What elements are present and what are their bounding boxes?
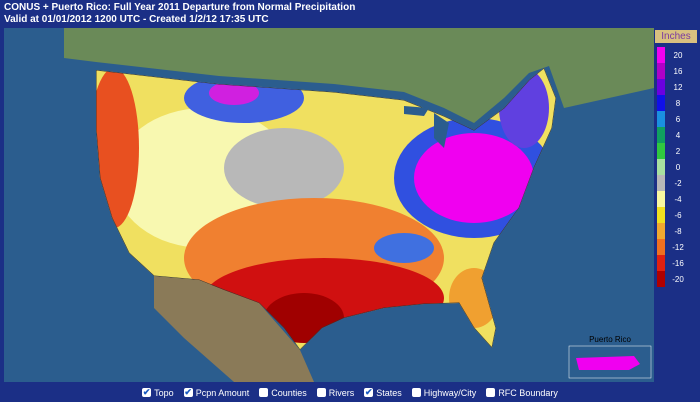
toolbar-option[interactable]: Rivers: [316, 387, 355, 398]
map: Puerto Rico: [4, 28, 654, 382]
legend-label: 4: [675, 130, 681, 140]
option-label[interactable]: RFC Boundary: [498, 387, 558, 398]
legend-row: 6: [655, 111, 697, 127]
legend-swatch: [657, 207, 665, 223]
legend-label: 12: [673, 82, 683, 92]
legend-label: 0: [675, 162, 681, 172]
toolbar-option[interactable]: Counties: [259, 388, 307, 398]
inset-label: Puerto Rico: [589, 335, 631, 344]
legend-row: 20: [655, 47, 697, 63]
legend-row: -12: [655, 239, 697, 255]
option-label[interactable]: Topo: [154, 387, 174, 398]
puerto-rico: [576, 356, 640, 370]
legend-label: 8: [675, 98, 681, 108]
legend-row: -16: [655, 255, 697, 271]
legend-swatch: [657, 175, 665, 191]
toolbar-option[interactable]: ✔ States: [364, 388, 402, 398]
legend-label: 6: [675, 114, 681, 124]
toolbar: ✔ Topo ✔ Pcpn Amount Counties Rivers ✔ States Hi…: [0, 383, 700, 402]
great-lakes: [404, 106, 449, 148]
toolbar-option[interactable]: ✔ Topo: [142, 388, 174, 398]
mexico: [154, 276, 314, 382]
legend-label: 2: [675, 146, 681, 156]
legend-row: 2: [655, 143, 697, 159]
legend-swatch: [657, 191, 665, 207]
subtitle: Valid at 01/01/2012 1200 UTC - Created 1…: [4, 14, 269, 25]
legend-label: 20: [673, 50, 683, 60]
option-label[interactable]: Highway/City: [423, 387, 477, 398]
toolbar-option[interactable]: Highway/City: [411, 387, 477, 398]
legend-swatch: [657, 143, 665, 159]
legend-swatch: [657, 271, 665, 287]
legend-swatch: [657, 111, 665, 127]
legend-row: -6: [655, 207, 697, 223]
legend-label: -12: [672, 242, 684, 252]
toolbar-option[interactable]: ✔ Pcpn Amount: [183, 387, 250, 398]
option-label[interactable]: States: [376, 387, 402, 398]
legend-row: 12: [655, 79, 697, 95]
legend-swatch: [657, 63, 665, 79]
legend-row: 4: [655, 127, 697, 143]
legend-row: 0: [655, 159, 697, 175]
legend-label: -8: [674, 226, 682, 236]
option-label[interactable]: Counties: [271, 387, 307, 398]
legend-row: -4: [655, 191, 697, 207]
legend-swatch: [657, 239, 665, 255]
legend-row: -20: [655, 271, 697, 287]
legend-swatch: [657, 95, 665, 111]
legend-row: -2: [655, 175, 697, 191]
checkbox[interactable]: ✔: [142, 387, 152, 397]
legend-label: -20: [672, 274, 684, 284]
legend-swatch: [657, 255, 665, 271]
checkbox[interactable]: ✔: [364, 387, 374, 397]
legend-label: -16: [672, 258, 684, 268]
legend-label: 16: [673, 66, 683, 76]
legend: Inches 20 16 12 8 6 4 2 0 -2 -4 -6 -8 -12 -16 -20: [655, 28, 697, 382]
legend-swatch: [657, 127, 665, 143]
legend-row: -8: [655, 223, 697, 239]
legend-swatch: [657, 47, 665, 63]
checkbox[interactable]: [486, 388, 496, 397]
legend-label: -4: [674, 194, 682, 204]
option-label[interactable]: Pcpn Amount: [195, 387, 250, 398]
legend-swatch: [657, 223, 665, 239]
legend-label: -2: [674, 178, 682, 188]
title: CONUS + Puerto Rico: Full Year 2011 Depa…: [4, 2, 356, 13]
checkbox[interactable]: ✔: [183, 387, 193, 397]
checkbox[interactable]: [259, 388, 269, 397]
checkbox[interactable]: [411, 388, 421, 397]
canada: [64, 28, 654, 123]
legend-label: -6: [674, 210, 682, 220]
legend-row: 16: [655, 63, 697, 79]
legend-swatch: [657, 79, 665, 95]
toolbar-option[interactable]: RFC Boundary: [486, 388, 558, 398]
legend-title: Inches: [655, 30, 697, 43]
checkbox[interactable]: [316, 388, 326, 397]
legend-swatch: [657, 159, 665, 175]
option-label[interactable]: Rivers: [328, 387, 355, 398]
legend-row: 8: [655, 95, 697, 111]
